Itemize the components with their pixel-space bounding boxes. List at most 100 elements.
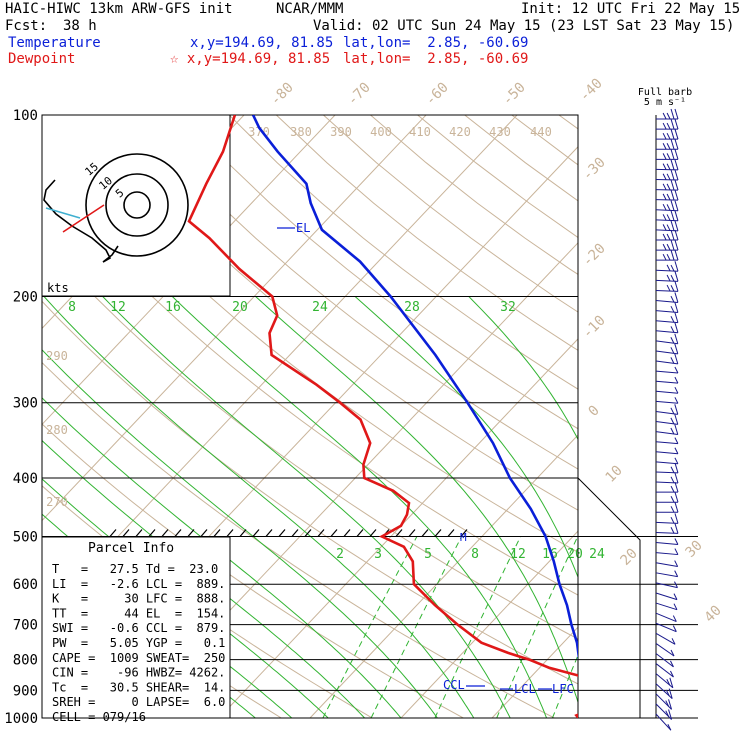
wind-barb-staff xyxy=(655,703,672,720)
mixing-ratio-line xyxy=(551,654,578,718)
parcel-info-title: Parcel Info xyxy=(88,541,174,556)
hatch-mark xyxy=(252,529,260,537)
isotherm-label: -80 xyxy=(268,80,297,109)
wind-barb-staff xyxy=(655,279,679,282)
wind-barb-staff xyxy=(655,209,679,212)
dry-adiabat-line xyxy=(275,115,578,351)
wind-barb-flag xyxy=(662,153,667,160)
hatch-mark xyxy=(109,529,117,537)
wind-barb-flag xyxy=(666,224,671,231)
temperature-profile xyxy=(251,115,578,661)
wind-barb-staff xyxy=(655,531,679,534)
parcel-info-row: SREH = 0 LAPSE= 6.0 xyxy=(52,695,225,709)
perspective-edge xyxy=(577,477,641,719)
dry-adiabat-line xyxy=(464,115,578,202)
wind-barb-flag xyxy=(674,200,679,211)
parcel-info-row: PW = 5.05 YGP = 0.1 xyxy=(52,636,225,650)
hatch-mark xyxy=(278,529,286,537)
parcel-box-frame xyxy=(41,536,231,719)
hodograph-ring xyxy=(123,191,151,219)
dry-adiabat-line xyxy=(87,115,578,511)
dry-adiabat-line xyxy=(42,115,578,553)
wind-barb-flag xyxy=(666,183,671,191)
wind-barb-flag xyxy=(668,699,673,710)
parcel-info-row: TT = 44 EL = 154. xyxy=(52,606,225,620)
wind-barb-flag xyxy=(662,143,667,150)
wind-panel-units: 5 m s⁻¹ xyxy=(644,97,686,108)
wind-barb-flag xyxy=(662,173,667,180)
wind-barb-flag xyxy=(674,343,679,354)
wind-barb-flag xyxy=(662,253,667,261)
isotherm-label: 0 xyxy=(586,403,603,420)
hatch-mark xyxy=(408,529,416,537)
wind-barb-flag xyxy=(670,220,675,231)
wind-barb-flag xyxy=(674,149,679,160)
temperature-legend-xy: x,y=194.69, 81.85 xyxy=(190,35,334,51)
wind-barb-flag xyxy=(662,224,667,231)
wind-barb-flag xyxy=(662,183,667,191)
el-label: EL xyxy=(296,221,310,235)
wind-barb-flag xyxy=(662,214,667,221)
parcel-info-row: CELL = 079/16 xyxy=(52,710,146,724)
wind-barb-flag xyxy=(673,603,678,610)
parcel-info-box: Parcel Info T = 27.5 Td = 23.0LI = -2.6 L… xyxy=(41,536,231,724)
wind-barb-flag xyxy=(674,312,679,323)
hatch-mark xyxy=(395,529,403,537)
wind-barb-staff xyxy=(655,229,679,232)
wind-barb-flag xyxy=(670,417,675,425)
isotherm-line xyxy=(42,115,427,522)
wind-barb-flag xyxy=(670,649,675,657)
wind-barb-flag xyxy=(670,347,675,354)
theta-label: 430 xyxy=(489,125,511,139)
wind-barb-flag xyxy=(670,660,674,668)
theta-label: 280 xyxy=(46,423,68,437)
dry-adiabat-line xyxy=(181,115,578,430)
plot-frame xyxy=(41,114,698,719)
wind-barb-flag xyxy=(670,305,675,313)
wind-barb-flag xyxy=(674,570,679,577)
wind-barb-flag xyxy=(670,427,675,435)
wind-barb-flag xyxy=(670,129,675,140)
center-name: NCAR/MMM xyxy=(276,1,344,17)
dry-adiabat-line xyxy=(228,115,578,390)
wind-barb-flag xyxy=(674,271,679,282)
wind-barb-staff xyxy=(655,269,679,272)
hatch-mark xyxy=(200,529,208,537)
dewpoint-legend-latlon: lat,lon= 2.85, -60.69 xyxy=(343,51,529,67)
wind-barb-flag xyxy=(670,285,675,292)
hatch-mark xyxy=(226,529,234,537)
wind-barb-flag xyxy=(674,190,679,201)
wind-barb-flag xyxy=(666,112,671,120)
wind-barb-flag xyxy=(674,376,679,384)
wind-barb-flag xyxy=(674,502,679,513)
wind-barb-flag xyxy=(666,153,671,160)
wind-barb-staff xyxy=(655,310,678,314)
lfc-label: LFC xyxy=(552,682,574,696)
wind-barb-flag xyxy=(670,264,675,272)
wind-barb-flag xyxy=(674,424,679,435)
wind-barb-flag xyxy=(674,513,679,524)
wind-barb-flag xyxy=(674,239,679,251)
wind-barb-staff xyxy=(655,350,678,355)
hodograph-trace xyxy=(43,179,119,263)
moist-adiabat-line xyxy=(468,296,578,441)
mixing-ratio-line xyxy=(496,536,578,718)
wind-barb-staff xyxy=(655,219,679,222)
wind-barb-flag xyxy=(670,274,675,282)
wind-barb-flag xyxy=(666,204,671,211)
wind-barb-staff xyxy=(655,683,673,699)
wind-barb-staff xyxy=(655,370,678,374)
isotherm-label: -20 xyxy=(580,241,609,270)
isotherm-line xyxy=(218,338,578,718)
hatch-mark xyxy=(421,529,429,537)
wind-barb-staff xyxy=(655,451,678,455)
dry-adiabat-line xyxy=(417,115,578,239)
wind-barb-flag xyxy=(666,253,671,261)
pressure-tick-label: 200 xyxy=(13,290,38,306)
wind-barb-flag xyxy=(670,336,675,344)
theta-label: 290 xyxy=(46,349,68,363)
wind-barb-flag xyxy=(674,179,679,191)
wind-barb-flag xyxy=(668,709,673,720)
parcel-info-row: T = 27.5 Td = 23.0 xyxy=(52,562,218,576)
